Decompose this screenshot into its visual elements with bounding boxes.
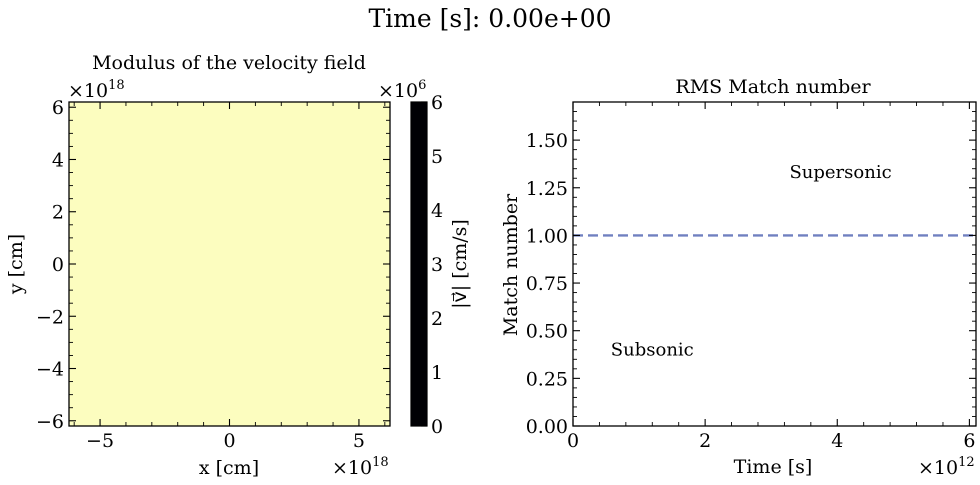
y-tick-label: 1.00 <box>526 225 568 247</box>
x-tick-label: 2 <box>699 430 711 452</box>
y-tick-label: −4 <box>36 359 64 381</box>
rms-mach-x-ticks: 0 2 4 6 <box>567 102 975 452</box>
y-tick-label: 1.50 <box>526 130 568 152</box>
colorbar-tick-label: 3 <box>431 254 443 276</box>
colorbar-tick-label: 1 <box>431 362 443 384</box>
y-tick-label: 0.25 <box>526 368 568 390</box>
velocity-field-x-label: x [cm] <box>199 457 259 479</box>
velocity-field-panel: Modulus of the velocity field −5 0 5 −6−4−… <box>5 52 391 479</box>
x-tick-label: 6 <box>963 430 975 452</box>
y-tick-label: 0 <box>52 254 64 276</box>
x-tick-label: 5 <box>353 430 365 452</box>
velocity-field-title: Modulus of the velocity field <box>92 52 366 74</box>
colorbar-tick-label: 4 <box>431 200 443 222</box>
rms-mach-panel: RMS Match number 0 2 4 6 0.00 0.25 0.50 0.75 1.… <box>500 76 977 479</box>
y-tick-label: 4 <box>52 149 64 171</box>
y-tick-label: −2 <box>36 306 64 328</box>
velocity-field-x-ticks: −5 0 5 <box>73 102 386 452</box>
rms-mach-annotations: Supersonic Subsonic <box>611 162 892 360</box>
y-tick-label: 0.00 <box>526 416 568 438</box>
velocity-field-y-ticks: −6 −4 −2 0 2 4 6 <box>36 97 390 433</box>
rms-mach-x-label: Time [s] <box>734 456 813 478</box>
colorbar: 0 1 2 3 4 5 6 ×106 |v⃗| [cm/s] <box>378 78 471 438</box>
colorbar-tick-label: 6 <box>431 92 443 114</box>
colorbar-scale: ×106 <box>378 78 426 102</box>
rms-mach-y-label: Match number <box>500 193 522 336</box>
x-tick-label: 0 <box>567 430 579 452</box>
velocity-field-frame <box>68 101 391 427</box>
velocity-field-image <box>69 102 390 426</box>
x-tick-label: 4 <box>831 430 843 452</box>
x-tick-label: −5 <box>86 430 114 452</box>
y-tick-label: 1.25 <box>526 178 568 200</box>
y-tick-label: 6 <box>52 97 64 119</box>
y-tick-label: 0.75 <box>526 273 568 295</box>
colorbar-label: |v⃗| [cm/s] <box>449 219 471 309</box>
rms-mach-x-scale: ×1012 <box>918 455 975 479</box>
figure-title: Time [s]: 0.00e+00 <box>368 4 611 33</box>
y-tick-label: 2 <box>52 202 64 224</box>
velocity-field-y-label: y [cm] <box>5 234 27 295</box>
y-tick-label: −6 <box>36 411 64 433</box>
velocity-field-x-scale: ×1018 <box>332 455 389 479</box>
rms-mach-title: RMS Match number <box>675 76 871 98</box>
colorbar-tick-label: 5 <box>431 146 443 168</box>
x-tick-label: 0 <box>223 430 235 452</box>
colorbar-tick-label: 0 <box>431 416 443 438</box>
rms-mach-y-ticks: 0.00 0.25 0.50 0.75 1.00 1.25 1.50 <box>526 111 976 438</box>
rms-mach-frame <box>572 101 977 427</box>
velocity-field-y-scale: ×1018 <box>68 78 125 102</box>
annotation-label: Supersonic <box>789 162 891 183</box>
annotation-label: Subsonic <box>611 339 694 360</box>
colorbar-tick-label: 2 <box>431 308 443 330</box>
y-tick-label: 0.50 <box>526 321 568 343</box>
colorbar-ticks: 0 1 2 3 4 5 6 <box>421 92 443 438</box>
